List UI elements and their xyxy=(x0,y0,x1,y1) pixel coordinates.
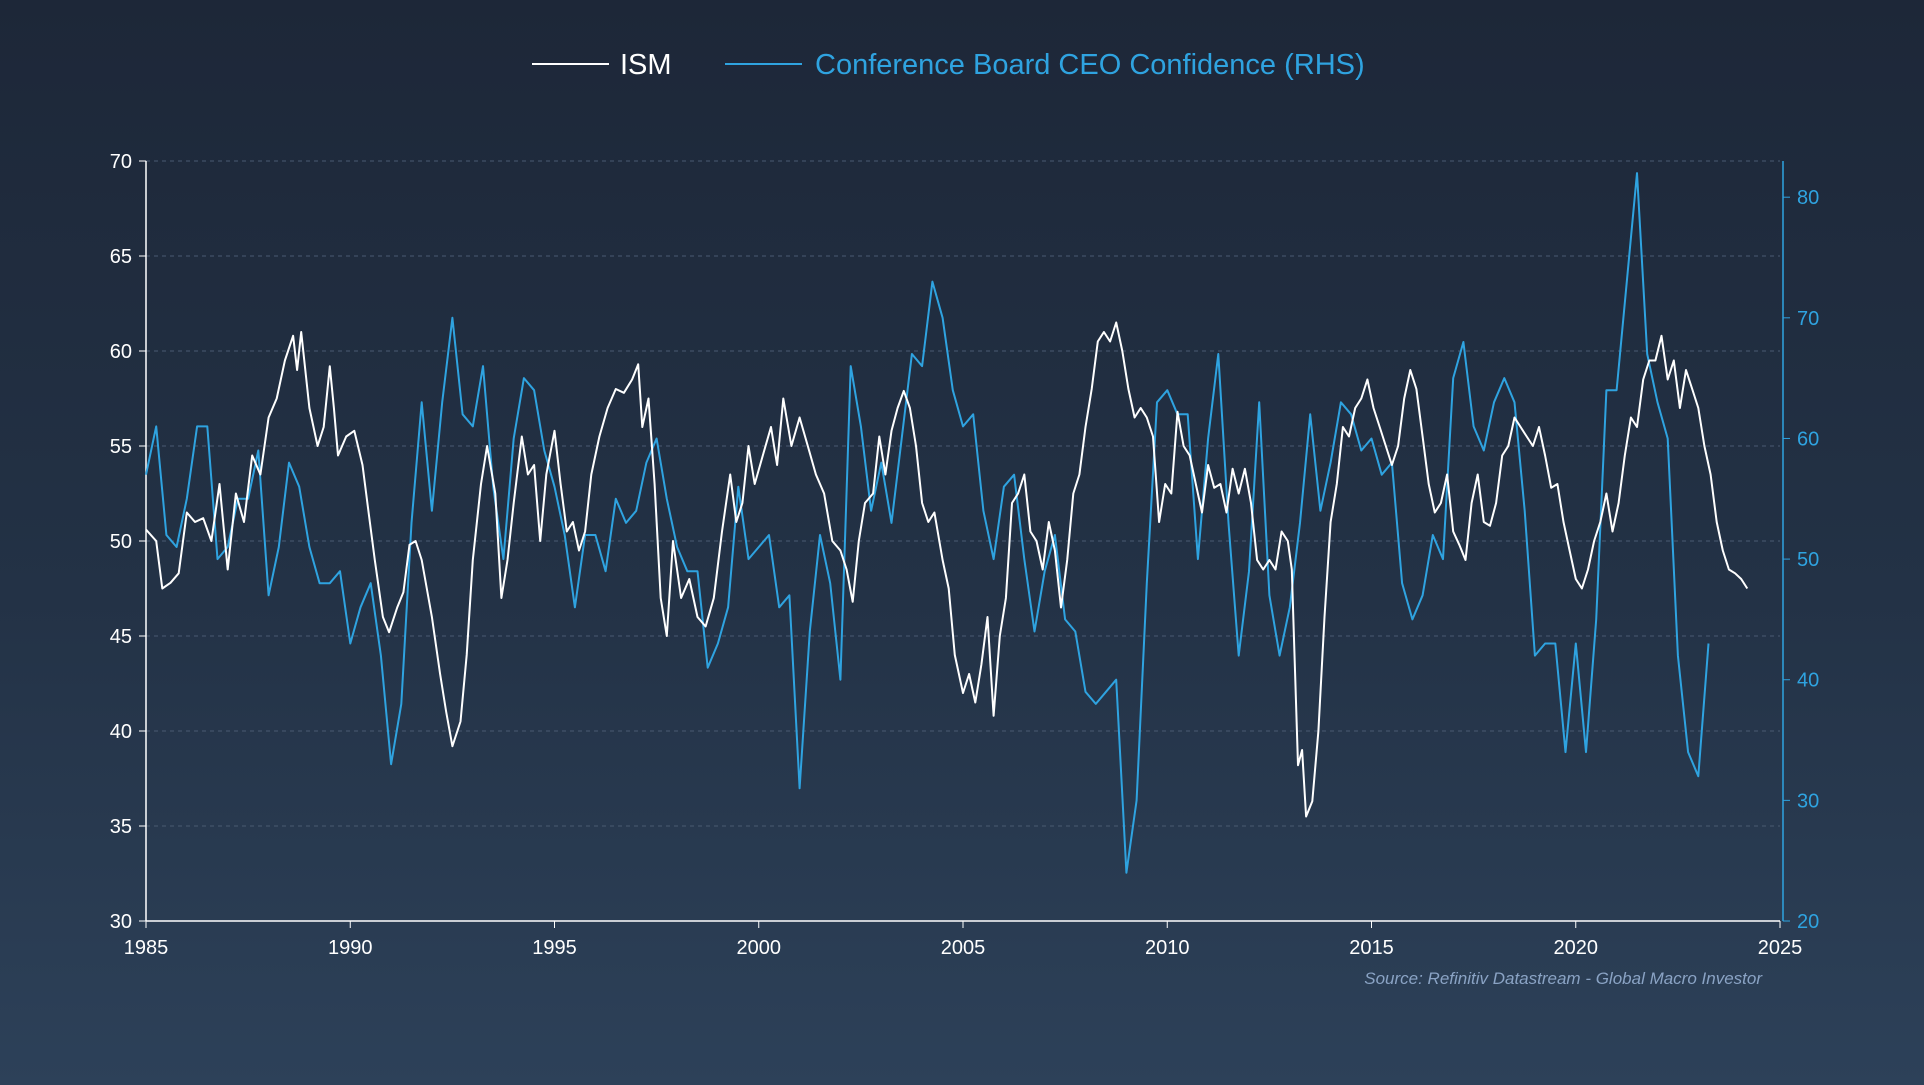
series-line-ism xyxy=(145,321,1749,818)
legend: ISM Conference Board CEO Confidence (RHS… xyxy=(532,49,1365,81)
x-tick-label: 2010 xyxy=(1145,937,1190,959)
left-tick-label: 35 xyxy=(110,816,132,838)
left-axis-ticks: 30 35 40 45 50 55 60 65 70 xyxy=(110,151,146,933)
legend-label-ism: ISM xyxy=(620,49,672,81)
left-tick-label: 50 xyxy=(110,531,132,553)
right-tick-label: 30 xyxy=(1797,790,1819,812)
series-lines xyxy=(145,172,1749,874)
left-tick-label: 70 xyxy=(110,151,132,173)
gridlines xyxy=(146,160,1780,827)
right-tick-label: 50 xyxy=(1797,549,1819,571)
left-tick-label: 30 xyxy=(110,911,132,933)
left-tick-label: 65 xyxy=(110,246,132,268)
x-tick-label: 1995 xyxy=(532,937,577,959)
right-tick-label: 80 xyxy=(1797,187,1819,209)
x-axis-ticks: 1985 1990 1995 2000 2005 2010 2015 2020 2025 xyxy=(124,921,1803,959)
x-tick-label: 2020 xyxy=(1554,937,1599,959)
x-tick-label: 2000 xyxy=(737,937,782,959)
right-tick-label: 70 xyxy=(1797,308,1819,330)
left-tick-label: 45 xyxy=(110,626,132,648)
source-note: Source: Refinitiv Datastream - Global Ma… xyxy=(1364,969,1763,988)
right-tick-label: 20 xyxy=(1797,911,1819,933)
left-tick-label: 60 xyxy=(110,341,132,363)
left-tick-label: 55 xyxy=(110,436,132,458)
right-tick-label: 60 xyxy=(1797,428,1819,450)
legend-label-ceo-confidence: Conference Board CEO Confidence (RHS) xyxy=(815,49,1365,81)
x-tick-label: 1990 xyxy=(328,937,373,959)
x-tick-label: 1985 xyxy=(124,937,169,959)
x-tick-label: 2015 xyxy=(1349,937,1394,959)
right-axis-ticks: 20 30 40 50 60 70 80 xyxy=(1783,187,1819,933)
series-line-ceo-confidence xyxy=(145,172,1710,874)
x-tick-label: 2025 xyxy=(1758,937,1803,959)
left-tick-label: 40 xyxy=(110,721,132,743)
x-tick-label: 2005 xyxy=(941,937,986,959)
right-tick-label: 40 xyxy=(1797,670,1819,692)
